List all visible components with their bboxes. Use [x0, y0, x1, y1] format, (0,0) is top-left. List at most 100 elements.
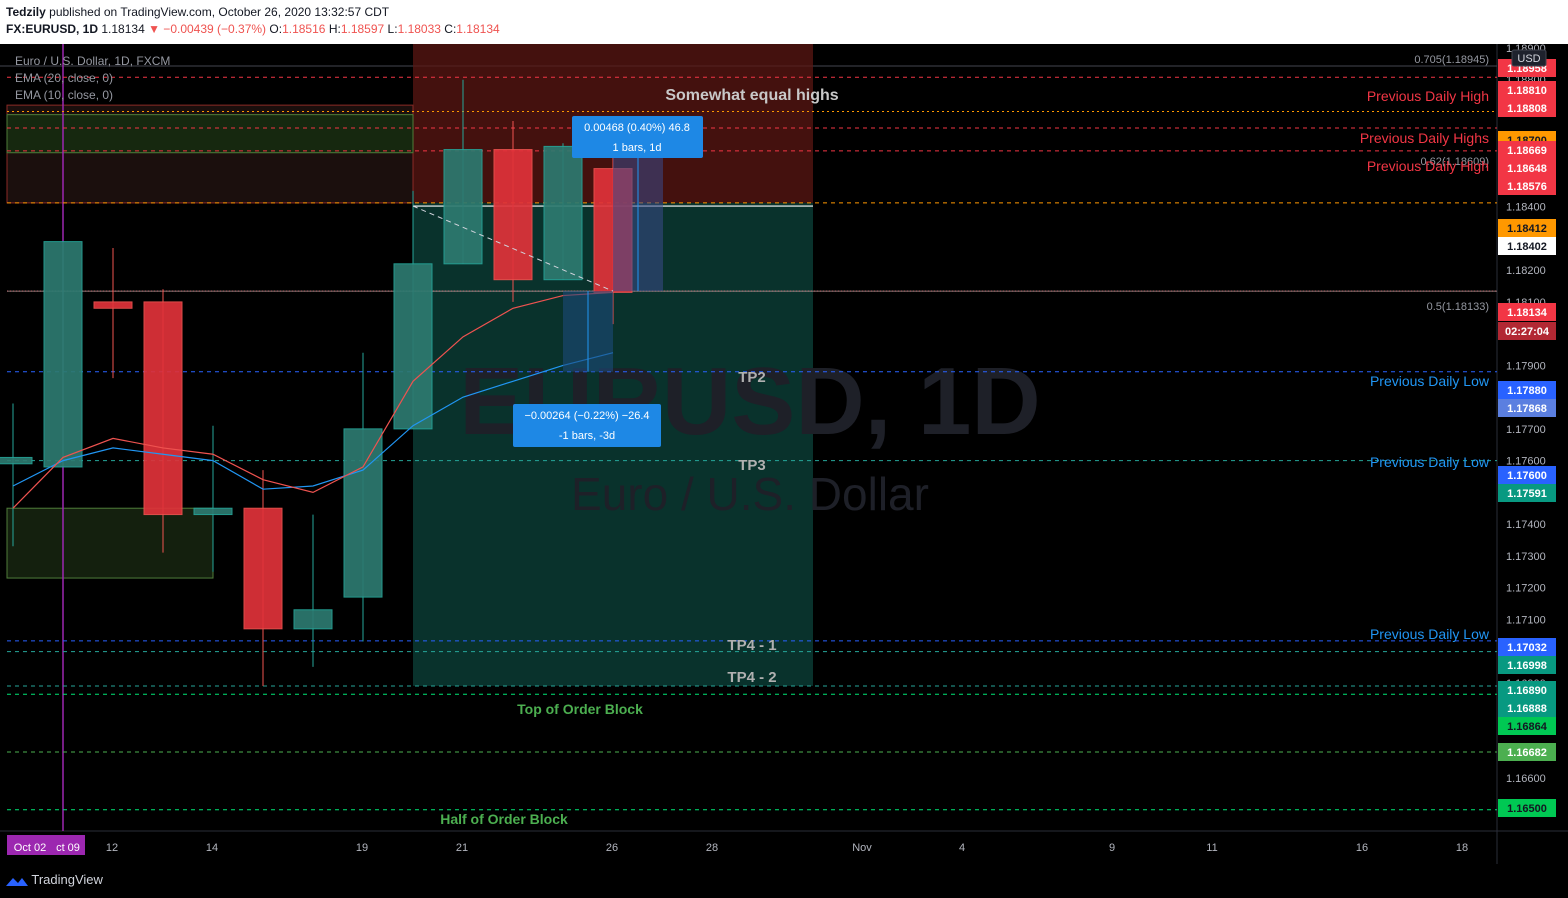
- y-tick: 1.18200: [1506, 265, 1546, 277]
- tradingview-logo[interactable]: TradingView: [6, 872, 103, 887]
- price-label: 1.16864: [1507, 721, 1548, 733]
- publish-date: published on TradingView.com, October 26…: [49, 5, 390, 19]
- watermark-name: Euro / U.S. Dollar: [571, 468, 929, 520]
- price-label: 1.18576: [1507, 181, 1547, 193]
- ema10-line[interactable]: [12, 291, 614, 509]
- label-tp4-2: TP4 - 2: [727, 669, 776, 686]
- order-block-lower: [6, 507, 214, 579]
- x-tick: 4: [959, 842, 965, 854]
- price-label: 1.18810: [1507, 85, 1547, 97]
- candle-body[interactable]: [443, 149, 483, 265]
- ohlc-line: FX:EURUSD, 1D 1.18134 ▼ −0.00439 (−0.37%…: [6, 22, 500, 36]
- price-label-bg: [1498, 237, 1556, 255]
- x-tick: 21: [456, 842, 468, 854]
- x-tick: 18: [1456, 842, 1468, 854]
- author[interactable]: Tedzily: [6, 5, 46, 19]
- price-label-bg: [1498, 699, 1556, 717]
- price-label: 1.17591: [1507, 488, 1547, 500]
- close-label: C:: [444, 22, 457, 36]
- open-label: O:: [269, 22, 283, 36]
- candle-body[interactable]: [493, 149, 533, 281]
- legend-ema20[interactable]: EMA (20, close, 0): [15, 71, 114, 85]
- chart-area[interactable]: EURUSD, 1D Euro / U.S. Dollar 0.00468 (0.4…: [0, 31, 1568, 864]
- price-label-bg: [1498, 219, 1556, 237]
- x-tick: 19: [356, 842, 368, 854]
- low-value: 1.18033: [397, 22, 441, 36]
- candle-body[interactable]: [43, 241, 83, 468]
- trend-projection: [412, 205, 614, 292]
- candle-body[interactable]: [193, 507, 233, 516]
- label-previous-daily-high-2: Previous Daily High: [1367, 158, 1489, 174]
- open-value: 1.18516: [282, 22, 326, 36]
- y-tick: 1.17700: [1506, 424, 1546, 436]
- price-label-bg: [1498, 484, 1556, 502]
- price-label: 1.18134: [1507, 307, 1548, 319]
- price-label-bg: [1498, 656, 1556, 674]
- legend-ema10[interactable]: EMA (10, close, 0): [15, 88, 114, 102]
- measure-down-bars: -1 bars, -3d: [559, 430, 615, 442]
- x-tick: Nov: [852, 842, 872, 854]
- label-previous-daily-highs: Previous Daily Highs: [1360, 130, 1489, 146]
- y-tick: 1.17600: [1506, 456, 1546, 468]
- price-label: 1.16500: [1507, 803, 1547, 815]
- measure-up-bars: 1 bars, 1d: [613, 142, 662, 154]
- price-label-bg: [1498, 159, 1556, 177]
- chart-header: Tedzily published on TradingView.com, Oc…: [0, 0, 1568, 44]
- label-half-order-block: Half of Order Block: [440, 811, 568, 827]
- x-tick: 11: [1206, 842, 1217, 854]
- low-label: L:: [387, 22, 398, 36]
- x-tick: 16: [1356, 842, 1368, 854]
- candle-body[interactable]: [393, 263, 433, 430]
- high-label: H:: [328, 22, 341, 36]
- symbol: FX:EURUSD, 1D: [6, 22, 99, 36]
- price-label-bg: [1498, 99, 1556, 117]
- y-tick: 1.17400: [1506, 519, 1546, 531]
- price-label-bg: [1498, 177, 1556, 195]
- price-label-bg: [1498, 466, 1556, 484]
- candle-body[interactable]: [293, 609, 333, 630]
- label-tp4-1: TP4 - 1: [727, 637, 776, 654]
- candle-body[interactable]: [0, 456, 33, 465]
- label-fib-62: 0.62(1.18609): [1421, 156, 1490, 168]
- y-tick: 1.17100: [1506, 614, 1546, 626]
- label-previous-daily-low-1: Previous Daily Low: [1370, 373, 1490, 389]
- label-previous-daily-low-2: Previous Daily Low: [1370, 454, 1490, 470]
- price-label-bg: [1498, 743, 1556, 761]
- high-value: 1.18597: [340, 22, 385, 36]
- candle-body[interactable]: [343, 428, 383, 598]
- label-tp3: TP3: [738, 457, 766, 474]
- label-tp2: TP2: [738, 369, 766, 386]
- x-tick: 26: [606, 842, 618, 854]
- candle-body[interactable]: [543, 145, 583, 281]
- candle-body[interactable]: [143, 301, 183, 516]
- label-fib-705: 0.705(1.18945): [1414, 54, 1489, 66]
- last-price: 1.18134: [101, 22, 145, 36]
- measure-up-value: 0.00468 (0.40%) 46.8: [584, 122, 690, 134]
- legend-title: Euro / U.S. Dollar, 1D, FXCM: [15, 54, 171, 68]
- order-block-green: [6, 114, 414, 154]
- price-label: 1.18402: [1507, 241, 1547, 253]
- price-label: 1.18648: [1507, 163, 1547, 175]
- ema20-line[interactable]: [12, 352, 614, 490]
- price-label-bg: [1498, 381, 1556, 399]
- label-fib-5: 0.5(1.18133): [1427, 301, 1489, 313]
- candle-body[interactable]: [93, 301, 133, 309]
- price-label-bg: [1498, 141, 1556, 159]
- x-tick: ct 09: [56, 842, 80, 854]
- price-label: 1.17032: [1507, 642, 1547, 654]
- y-tick: 1.17900: [1506, 360, 1546, 372]
- footer-brand: TradingView: [31, 872, 103, 887]
- price-change: ▼ −0.00439 (−0.37%): [148, 22, 267, 36]
- currency-badge[interactable]: [1511, 49, 1547, 67]
- y-tick: 1.16600: [1506, 773, 1546, 785]
- price-label: 1.17600: [1507, 470, 1547, 482]
- measure-down-box[interactable]: [513, 404, 661, 447]
- measure-up-box[interactable]: [572, 116, 703, 158]
- price-label-bg: [1498, 681, 1556, 699]
- candle-body[interactable]: [243, 507, 283, 630]
- price-label-bg: [1498, 638, 1556, 656]
- price-label-bg: [1498, 322, 1556, 340]
- price-label: 1.18412: [1507, 223, 1547, 235]
- x-tick: Oct 02: [14, 842, 46, 854]
